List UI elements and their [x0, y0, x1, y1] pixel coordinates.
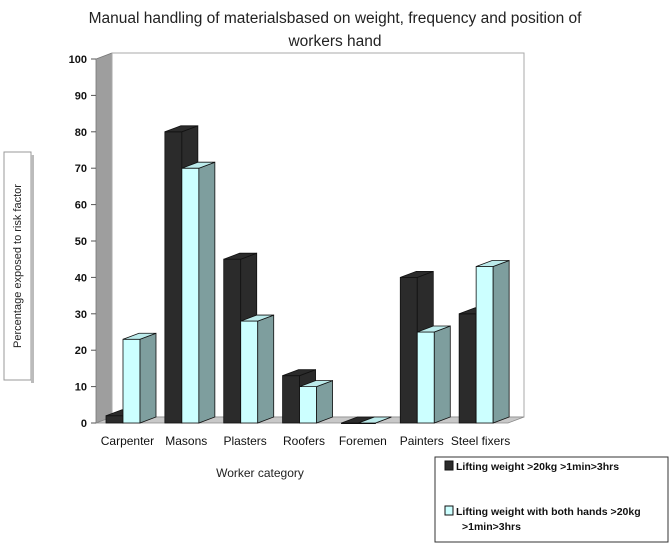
y-tick-label: 80	[75, 127, 87, 139]
y-tick-label: 90	[75, 90, 87, 102]
chart-title-line: workers hand	[287, 33, 381, 50]
legend-label: >1min>3hrs	[462, 521, 521, 533]
legend-box	[434, 456, 669, 543]
y-tick-label: 40	[75, 272, 87, 284]
bar	[475, 259, 510, 424]
x-category-label: Roofers	[283, 434, 325, 448]
legend-label: Lifting weight with both hands >20kg	[456, 506, 641, 518]
x-category-label: Painters	[400, 434, 444, 448]
y-tick-label: 20	[75, 345, 87, 357]
y-tick-label: 70	[75, 163, 87, 175]
y-tick-label: 60	[75, 200, 87, 212]
x-axis-categories: Carpenter Masons Plasters Roofers Foremen Pai…	[101, 434, 511, 448]
legend-label: Lifting weight >20kg >1min>3hrs	[456, 461, 619, 473]
x-category-label: Carpenter	[101, 434, 154, 448]
bar	[299, 380, 333, 424]
chart-title: Manual handling of materialsbased on wei…	[89, 10, 583, 50]
y-tick-label: 50	[75, 236, 87, 248]
bar	[358, 416, 392, 425]
y-axis-label-box: Percentage exposed to risk factor	[3, 151, 34, 383]
bar	[181, 161, 216, 424]
legend-swatch	[444, 505, 454, 516]
y-tick-label: 0	[81, 418, 87, 430]
bars	[105, 125, 510, 425]
legend-swatch	[444, 460, 454, 471]
y-axis-ticks: 0 10 20 30 40 50 60 70 80 90 100	[69, 54, 96, 430]
legend-item: Lifting weight with both hands >20kg >1mi…	[444, 505, 641, 533]
side-wall	[95, 52, 113, 424]
x-axis-label: Worker category	[216, 466, 304, 480]
y-tick-label: 30	[75, 309, 87, 321]
y-tick-label: 10	[75, 382, 87, 394]
bar	[122, 332, 157, 424]
chart-title-line: Manual handling of materialsbased on wei…	[89, 10, 583, 27]
bar	[416, 325, 451, 424]
x-category-label: Foremen	[339, 434, 387, 448]
x-category-label: Plasters	[223, 434, 266, 448]
x-category-label: Masons	[165, 434, 207, 448]
y-tick-label: 100	[69, 54, 87, 66]
bar	[240, 314, 275, 424]
x-category-label: Steel fixers	[451, 434, 510, 448]
legend: Lifting weight >20kg >1min>3hrs Lifting w…	[434, 456, 669, 543]
legend-item: Lifting weight >20kg >1min>3hrs	[444, 460, 619, 473]
y-axis-label: Percentage exposed to risk factor	[12, 184, 24, 348]
